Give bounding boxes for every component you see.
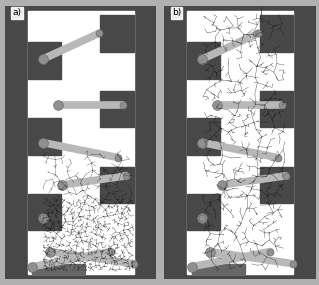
Bar (260, 15, 293, 52)
Bar (27, 194, 61, 230)
Bar (187, 11, 293, 274)
Bar (32, 264, 85, 274)
Text: b): b) (172, 8, 181, 17)
Bar (100, 15, 134, 52)
Bar (187, 194, 220, 230)
Bar (187, 42, 220, 79)
Text: a): a) (12, 8, 21, 17)
Bar (187, 118, 220, 155)
Bar (27, 118, 61, 155)
Bar (27, 42, 61, 79)
Bar (27, 11, 134, 274)
Bar (100, 91, 134, 127)
Bar (100, 167, 134, 203)
Bar (260, 167, 293, 203)
Bar (191, 264, 245, 274)
Bar (260, 91, 293, 127)
